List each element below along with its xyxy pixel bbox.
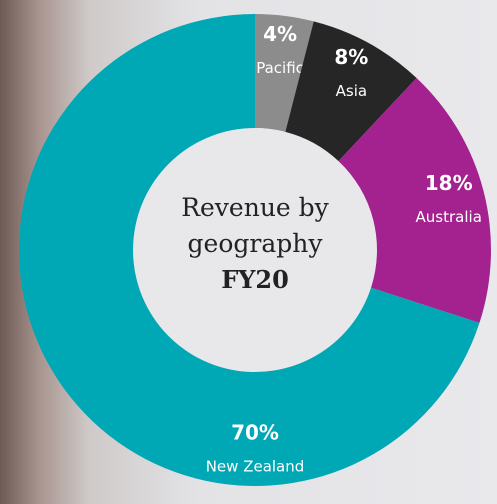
- value-label: 8%: [334, 45, 368, 69]
- donut-hole: [133, 128, 377, 372]
- chart-subtitle: FY20: [221, 265, 289, 294]
- category-label: Australia: [416, 208, 482, 226]
- chart-title: Revenue by geography: [181, 193, 329, 258]
- center-text: Revenue by geography FY20: [165, 190, 345, 298]
- value-label: 18%: [425, 171, 473, 195]
- category-label: Pacific: [256, 59, 304, 77]
- category-label: New Zealand: [206, 458, 305, 476]
- category-label: Asia: [336, 82, 367, 100]
- value-label: 70%: [231, 421, 279, 445]
- slice: [255, 14, 314, 132]
- value-label: 4%: [263, 22, 297, 46]
- slice: [18, 14, 480, 487]
- slice: [338, 77, 491, 323]
- slice: [285, 21, 417, 162]
